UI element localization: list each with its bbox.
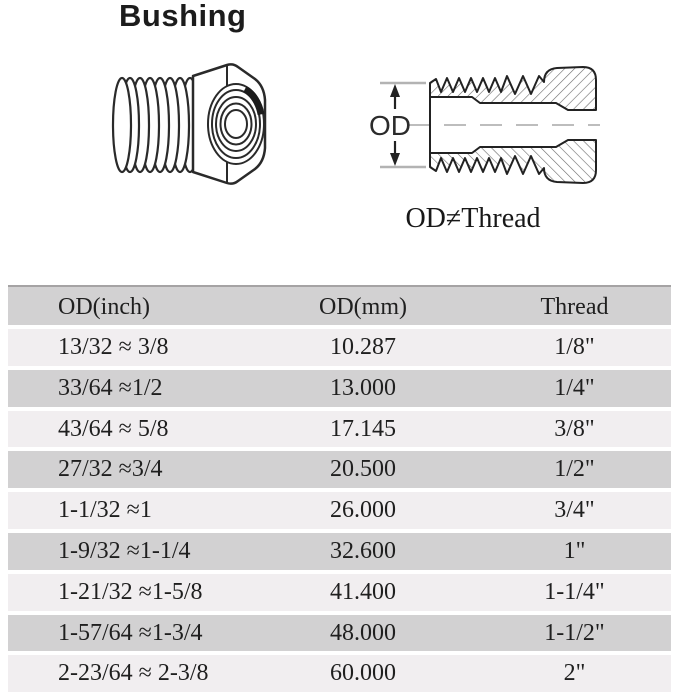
- table-row: 1-21/32 ≈1-5/8 41.400 1-1/4": [8, 573, 671, 611]
- table-row: 1-57/64 ≈1-3/4 48.000 1-1/2": [8, 614, 671, 652]
- od-dimension-diagram-icon: OD: [369, 66, 600, 184]
- thread-cell: 1": [563, 537, 586, 564]
- header-od-mm: OD(mm): [319, 294, 407, 320]
- od-inch-cell: 1-21/32 ≈1-5/8: [58, 578, 203, 605]
- diagram-caption: OD≠Thread: [405, 203, 541, 234]
- bushing-illustration-icon: [111, 63, 267, 185]
- od-inch-cell: 1-1/32 ≈1: [58, 497, 152, 524]
- od-inch-cell: 13/32 ≈ 3/8: [58, 334, 169, 360]
- od-mm-cell: 20.500: [330, 456, 396, 483]
- table-row: 1-1/32 ≈1 26.000 3/4": [8, 492, 671, 529]
- thread-cell: 3/4": [554, 497, 595, 524]
- od-inch-cell: 27/32 ≈3/4: [58, 456, 163, 483]
- od-mm-cell: 60.000: [330, 660, 396, 687]
- thread-cell: 3/8": [554, 415, 595, 442]
- od-inch-cell: 1-9/32 ≈1-1/4: [58, 537, 191, 564]
- table-row: 43/64 ≈ 5/8 17.145 3/8": [8, 410, 671, 448]
- od-label: OD: [369, 110, 411, 141]
- od-inch-cell: 43/64 ≈ 5/8: [58, 415, 169, 442]
- table-row: 13/32 ≈ 3/8 10.287 1/8": [8, 329, 671, 366]
- od-mm-cell: 10.287: [330, 334, 396, 360]
- header-thread: Thread: [540, 294, 609, 320]
- od-inch-cell: 33/64 ≈1/2: [58, 374, 163, 401]
- table-row: 2-23/64 ≈ 2-3/8 60.000 2": [8, 655, 671, 692]
- header-od-inch: OD(inch): [58, 294, 150, 320]
- od-mm-cell: 48.000: [330, 619, 396, 646]
- thread-cell: 1/2": [554, 456, 595, 483]
- thread-cell: 1-1/4": [544, 578, 605, 605]
- thread-cell: 1/4": [554, 374, 595, 401]
- table-header-row: OD(inch) OD(mm) Thread: [8, 285, 671, 325]
- od-mm-cell: 41.400: [330, 578, 396, 605]
- thread-cell: 1-1/2": [544, 619, 605, 646]
- od-mm-cell: 13.000: [330, 374, 396, 401]
- od-inch-cell: 2-23/64 ≈ 2-3/8: [58, 660, 209, 687]
- thread-cell: 1/8": [554, 334, 595, 360]
- od-mm-cell: 26.000: [330, 497, 396, 524]
- table-row: 27/32 ≈3/4 20.500 1/2": [8, 451, 671, 489]
- page-title: Bushing: [119, 0, 247, 33]
- od-mm-cell: 17.145: [330, 415, 396, 442]
- od-inch-cell: 1-57/64 ≈1-3/4: [58, 619, 203, 646]
- od-mm-cell: 32.600: [330, 537, 396, 564]
- table-row: 1-9/32 ≈1-1/4 32.600 1": [8, 532, 671, 570]
- thread-cell: 2": [563, 660, 586, 687]
- spec-table: OD(inch) OD(mm) Thread 13/32 ≈ 3/8 10.28…: [0, 285, 679, 692]
- table-row: 33/64 ≈1/2 13.000 1/4": [8, 369, 671, 407]
